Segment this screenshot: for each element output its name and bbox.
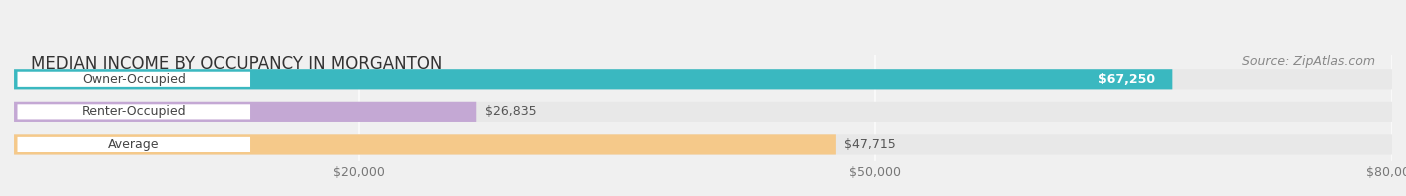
Text: $47,715: $47,715 [845, 138, 896, 151]
FancyBboxPatch shape [14, 69, 1392, 89]
FancyBboxPatch shape [17, 104, 250, 119]
FancyBboxPatch shape [17, 72, 250, 87]
FancyBboxPatch shape [14, 134, 837, 154]
Text: Source: ZipAtlas.com: Source: ZipAtlas.com [1243, 55, 1375, 68]
Text: $67,250: $67,250 [1098, 73, 1156, 86]
Text: Owner-Occupied: Owner-Occupied [82, 73, 186, 86]
FancyBboxPatch shape [14, 102, 1392, 122]
Text: $26,835: $26,835 [485, 105, 537, 118]
FancyBboxPatch shape [14, 69, 1173, 89]
Text: Renter-Occupied: Renter-Occupied [82, 105, 186, 118]
Text: Average: Average [108, 138, 159, 151]
FancyBboxPatch shape [14, 102, 477, 122]
Text: MEDIAN INCOME BY OCCUPANCY IN MORGANTON: MEDIAN INCOME BY OCCUPANCY IN MORGANTON [31, 55, 441, 73]
FancyBboxPatch shape [17, 137, 250, 152]
FancyBboxPatch shape [14, 134, 1392, 154]
